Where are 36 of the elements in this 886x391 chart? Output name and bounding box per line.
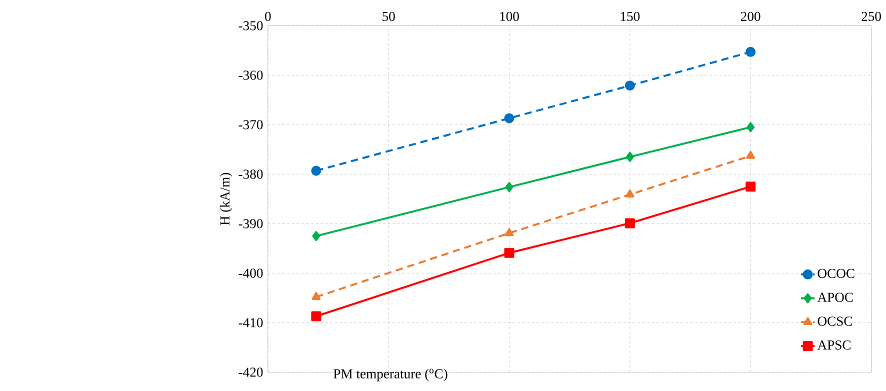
- point: [746, 151, 756, 160]
- x-tick-label: 0: [265, 12, 271, 22]
- point: [504, 114, 514, 124]
- legend-label: APSC: [817, 340, 851, 350]
- point: [746, 122, 755, 132]
- x-tick-label: 150: [620, 12, 640, 22]
- y-tick-label: -370: [238, 120, 263, 130]
- point: [504, 248, 514, 258]
- y-tick-label: -380: [238, 170, 263, 180]
- point: [311, 166, 322, 176]
- point: [624, 218, 635, 228]
- point: [312, 292, 321, 300]
- y-tick-label: -390: [238, 219, 263, 229]
- point: [505, 182, 514, 192]
- y-axis-title: H (kA/m): [220, 173, 232, 226]
- legend-label: OCSC: [818, 316, 852, 326]
- point: [312, 231, 320, 242]
- point: [746, 47, 756, 58]
- x-tick-label: 200: [740, 12, 760, 22]
- y-tick-label: -360: [238, 70, 263, 80]
- y-tick-label: -350: [238, 21, 263, 31]
- y-tick-label: -400: [238, 268, 263, 278]
- x-axis-title: PM temperature ($^{o}$C): [334, 369, 448, 382]
- point: [625, 190, 634, 198]
- x-tick-label: 250: [862, 12, 881, 22]
- point: [311, 312, 322, 322]
- legend-label: OCOC: [818, 269, 854, 278]
- y-tick-label: -420: [238, 368, 263, 378]
- y-tick-label: -410: [238, 318, 263, 328]
- point: [504, 228, 514, 236]
- point: [624, 80, 635, 91]
- point: [746, 182, 756, 192]
- point: [626, 152, 634, 162]
- x-tick-label: 100: [500, 12, 519, 22]
- x-tick-label: 50: [382, 12, 395, 22]
- legend-label: APOC: [817, 292, 853, 302]
